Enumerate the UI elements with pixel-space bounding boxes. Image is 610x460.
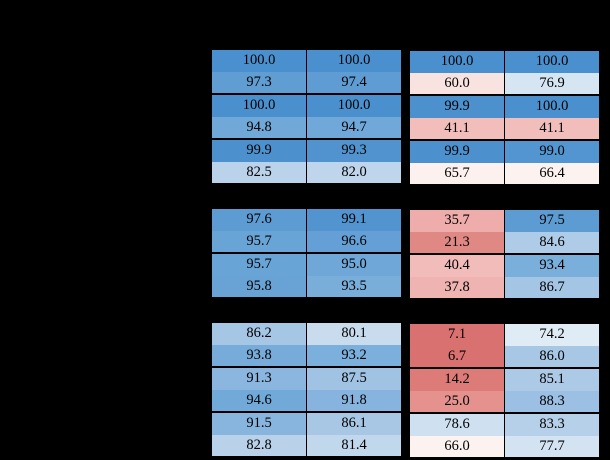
- heatmap-cell: 41.1: [504, 117, 599, 141]
- heatmap-cell: 99.9: [410, 141, 504, 163]
- heatmap-cell: 99.3: [306, 140, 401, 162]
- heatmap-cell: 82.5: [212, 161, 306, 183]
- heatmap-figure: 100.0 100.0 97.3 97.4 100.0 100.0 94.8 94.7 99.9…: [210, 48, 602, 460]
- heatmap-cell: 6.7: [410, 345, 504, 369]
- heatmap-cell: 99.1: [306, 209, 401, 231]
- heatmap-cell: 80.1: [306, 323, 401, 345]
- heatmap-cell: 65.7: [410, 162, 504, 184]
- heatmap-cell: 93.2: [306, 344, 401, 368]
- column-group: 7.1 74.2 6.7 86.0 14.2 85.1 25.0 88.3 78.6 83.3 66…: [407, 321, 602, 460]
- heatmap-cell: 94.6: [212, 389, 306, 413]
- heatmap-cell: 97.4: [306, 71, 401, 95]
- column-group: 97.6 99.1 95.7 96.6 95.7 95.0 95.8 93.5: [210, 207, 403, 299]
- heatmap-cell: 88.3: [504, 390, 599, 414]
- heatmap-cell: 40.4: [410, 255, 504, 277]
- column-group: 100.0 100.0 97.3 97.4 100.0 100.0 94.8 94.7 99.9…: [210, 48, 403, 185]
- heatmap-cell: 95.7: [212, 254, 306, 276]
- heatmap-cell: 93.4: [504, 255, 599, 277]
- heatmap-cell: 95.0: [306, 254, 401, 276]
- heatmap-cell: 99.0: [504, 141, 599, 163]
- heatmap-cell: 86.1: [306, 413, 401, 435]
- heatmap-cell: 83.3: [504, 414, 599, 436]
- heatmap-cell: 78.6: [410, 414, 504, 436]
- heatmap-cell: 100.0: [212, 95, 306, 117]
- heatmap-cell: 87.5: [306, 368, 401, 390]
- heatmap-cell: 85.1: [504, 369, 599, 391]
- heatmap-cell: 37.8: [410, 276, 504, 298]
- heatmap-cell: 14.2: [410, 369, 504, 391]
- heatmap-cell: 66.0: [410, 435, 504, 457]
- heatmap-cell: 100.0: [504, 96, 599, 118]
- column-group: 100.0 100.0 60.0 76.9 99.9 100.0 41.1 41.1 99.9 9…: [407, 48, 602, 187]
- heatmap-cell: 86.7: [504, 276, 599, 298]
- heatmap-cell: 77.7: [504, 435, 599, 457]
- heatmap-cell: 91.5: [212, 413, 306, 435]
- heatmap-cell: 86.0: [504, 345, 599, 369]
- heatmap-cell: 99.9: [410, 96, 504, 118]
- heatmap-cell: 97.3: [212, 71, 306, 95]
- table-block: 97.6 99.1 95.7 96.6 95.7 95.0 95.8 93.5 35.7 97.5…: [210, 207, 602, 301]
- heatmap-cell: 91.8: [306, 389, 401, 413]
- heatmap-cell: 60.0: [410, 72, 504, 96]
- heatmap-cell: 82.0: [306, 161, 401, 183]
- heatmap-cell: 84.6: [504, 231, 599, 255]
- heatmap-cell: 95.8: [212, 275, 306, 297]
- heatmap-cell: 100.0: [306, 95, 401, 117]
- heatmap-cell: 99.9: [212, 140, 306, 162]
- table-block: 100.0 100.0 97.3 97.4 100.0 100.0 94.8 94.7 99.9…: [210, 48, 602, 187]
- heatmap-cell: 35.7: [410, 210, 504, 232]
- table-block: 86.2 80.1 93.8 93.2 91.3 87.5 94.6 91.8 91.5 86.1…: [210, 321, 602, 460]
- heatmap-cell: 96.6: [306, 230, 401, 254]
- heatmap-cell: 93.8: [212, 344, 306, 368]
- column-group: 86.2 80.1 93.8 93.2 91.3 87.5 94.6 91.8 91.5 86.1…: [210, 321, 403, 458]
- heatmap-cell: 82.8: [212, 434, 306, 456]
- heatmap-cell: 41.1: [410, 117, 504, 141]
- heatmap-cell: 93.5: [306, 275, 401, 297]
- heatmap-cell: 7.1: [410, 324, 504, 346]
- heatmap-cell: 95.7: [212, 230, 306, 254]
- heatmap-cell: 76.9: [504, 72, 599, 96]
- heatmap-cell: 21.3: [410, 231, 504, 255]
- heatmap-cell: 66.4: [504, 162, 599, 184]
- heatmap-cell: 97.5: [504, 210, 599, 232]
- heatmap-cell: 94.8: [212, 116, 306, 140]
- heatmap-cell: 25.0: [410, 390, 504, 414]
- column-group: 35.7 97.5 21.3 84.6 40.4 93.4 37.8 86.7: [407, 207, 602, 301]
- heatmap-cell: 100.0: [212, 50, 306, 72]
- heatmap-cell: 100.0: [504, 51, 599, 73]
- heatmap-cell: 100.0: [410, 51, 504, 73]
- heatmap-cell: 94.7: [306, 116, 401, 140]
- heatmap-cell: 97.6: [212, 209, 306, 231]
- heatmap-cell: 86.2: [212, 323, 306, 345]
- heatmap-cell: 91.3: [212, 368, 306, 390]
- heatmap-cell: 81.4: [306, 434, 401, 456]
- heatmap-cell: 74.2: [504, 324, 599, 346]
- heatmap-cell: 100.0: [306, 50, 401, 72]
